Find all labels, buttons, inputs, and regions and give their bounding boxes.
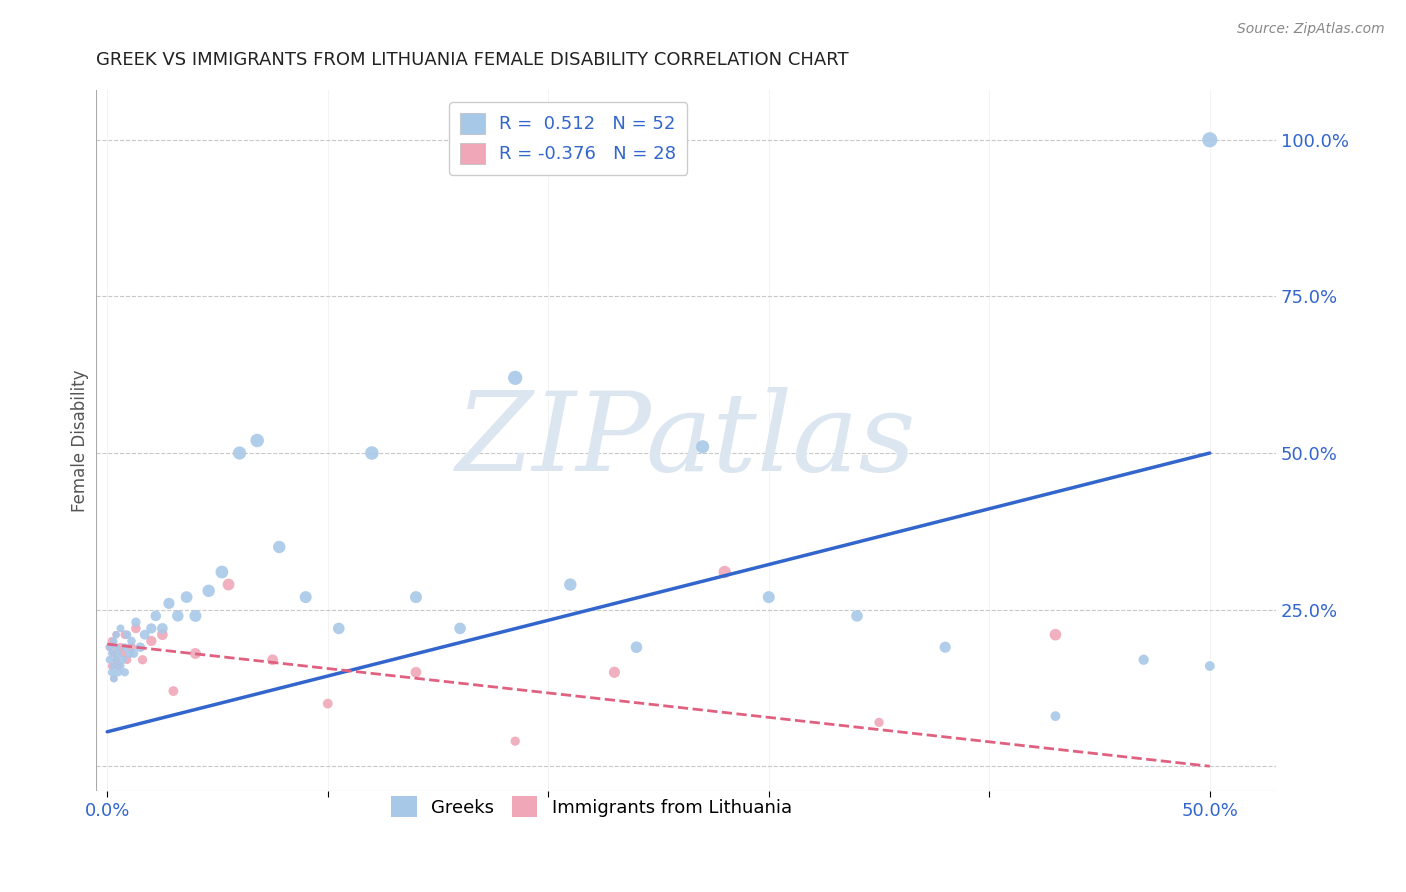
Point <box>218 577 240 591</box>
Point <box>125 622 148 636</box>
Legend: Greeks, Immigrants from Lithuania: Greeks, Immigrants from Lithuania <box>384 789 799 824</box>
Point <box>100 634 122 648</box>
Point <box>184 608 207 623</box>
Point <box>228 446 250 460</box>
Point <box>131 653 153 667</box>
Point <box>103 647 125 661</box>
Point <box>98 640 121 655</box>
Text: ZIPatlas: ZIPatlas <box>456 387 917 494</box>
Point <box>110 622 132 636</box>
Point <box>246 434 269 448</box>
Point <box>692 440 714 454</box>
Point <box>176 590 198 604</box>
Point <box>141 634 163 648</box>
Point <box>150 622 173 636</box>
Point <box>103 634 125 648</box>
Point <box>846 608 869 623</box>
Point <box>121 634 143 648</box>
Point <box>103 672 125 686</box>
Point <box>157 596 180 610</box>
Point <box>503 734 526 748</box>
Point <box>360 446 382 460</box>
Point <box>98 640 121 655</box>
Point <box>262 653 284 667</box>
Point <box>105 628 128 642</box>
Point <box>1198 659 1220 673</box>
Point <box>197 583 219 598</box>
Point <box>166 608 188 623</box>
Point <box>269 540 291 554</box>
Point <box>115 628 138 642</box>
Point <box>713 565 735 579</box>
Point <box>934 640 956 655</box>
Point <box>162 684 184 698</box>
Point <box>211 565 233 579</box>
Point <box>1132 653 1154 667</box>
Point <box>105 628 128 642</box>
Point <box>294 590 316 604</box>
Point <box>1045 709 1067 723</box>
Point <box>105 640 128 655</box>
Point <box>758 590 780 604</box>
Point <box>114 665 136 680</box>
Point <box>114 640 136 655</box>
Point <box>100 647 122 661</box>
Text: GREEK VS IMMIGRANTS FROM LITHUANIA FEMALE DISABILITY CORRELATION CHART: GREEK VS IMMIGRANTS FROM LITHUANIA FEMAL… <box>96 51 849 69</box>
Point <box>122 647 145 661</box>
Point <box>118 647 141 661</box>
Point <box>111 647 134 661</box>
Point <box>98 653 121 667</box>
Point <box>110 640 132 655</box>
Point <box>560 577 582 591</box>
Point <box>111 653 134 667</box>
Text: Source: ZipAtlas.com: Source: ZipAtlas.com <box>1237 22 1385 37</box>
Point <box>107 647 129 661</box>
Point <box>105 653 128 667</box>
Point <box>110 659 132 673</box>
Point <box>100 659 122 673</box>
Point <box>405 590 427 604</box>
Point <box>103 659 125 673</box>
Point <box>868 715 890 730</box>
Point <box>114 628 136 642</box>
Point <box>121 640 143 655</box>
Point <box>125 615 148 629</box>
Point <box>449 622 471 636</box>
Point <box>105 653 128 667</box>
Point <box>503 371 526 385</box>
Point <box>150 628 173 642</box>
Point <box>100 665 122 680</box>
Y-axis label: Female Disability: Female Disability <box>72 369 89 512</box>
Point <box>626 640 648 655</box>
Point <box>103 672 125 686</box>
Point <box>115 653 138 667</box>
Point <box>141 622 163 636</box>
Point <box>129 640 152 655</box>
Point <box>405 665 427 680</box>
Point <box>145 608 167 623</box>
Point <box>328 622 350 636</box>
Point <box>1045 628 1067 642</box>
Point <box>107 659 129 673</box>
Point <box>184 647 207 661</box>
Point <box>134 628 156 642</box>
Point <box>107 665 129 680</box>
Point <box>603 665 626 680</box>
Point <box>316 697 339 711</box>
Point <box>1198 133 1220 147</box>
